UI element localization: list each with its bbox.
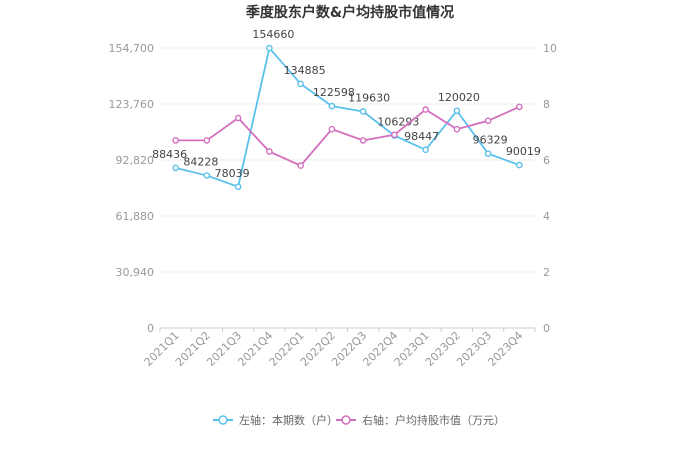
legend-item-label[interactable]: 左轴：本期数（户） (239, 413, 338, 427)
legend[interactable]: 左轴：本期数（户） 右轴：户均持股市值（万元） (213, 413, 505, 427)
left-tick-label: 154,700 (109, 42, 155, 55)
data-point[interactable] (266, 44, 273, 52)
left-tick-label: 0 (147, 322, 154, 335)
series-line-1 (175, 105, 520, 167)
data-label: 98447 (404, 130, 439, 143)
data-label: 106293 (377, 116, 419, 129)
data-label: 78039 (215, 167, 250, 180)
left-axis-ticks: 0 30,940 61,880 92,820 123,760 154,700 (109, 42, 155, 335)
left-tick-label: 92,820 (116, 154, 155, 167)
data-point[interactable] (328, 125, 336, 133)
data-point[interactable] (172, 137, 179, 144)
legend-item-label[interactable]: 右轴：户均持股市值（万元） (362, 413, 505, 427)
data-point[interactable] (328, 102, 336, 110)
data-label: 122598 (313, 86, 355, 99)
series-line-0 (175, 46, 520, 188)
left-tick-label: 123,760 (109, 98, 155, 111)
data-point[interactable] (203, 137, 211, 144)
legend-marker (218, 415, 228, 425)
data-point[interactable] (297, 162, 304, 169)
chart-title: 季度股东户数&户均持股市值情况 (245, 4, 454, 21)
data-point[interactable] (297, 80, 304, 88)
data-point[interactable] (516, 161, 523, 169)
data-label: 88436 (152, 148, 187, 161)
right-tick-label: 0 (543, 322, 550, 335)
data-label: 134885 (284, 64, 326, 77)
data-point[interactable] (484, 150, 492, 157)
data-point[interactable] (391, 131, 398, 139)
data-point[interactable] (234, 183, 242, 191)
left-tick-label: 30,940 (116, 266, 155, 279)
data-point[interactable] (359, 108, 367, 115)
right-tick-label: 8 (543, 98, 550, 111)
data-label: 96329 (473, 134, 508, 147)
data-label: 90019 (506, 145, 541, 158)
data-point[interactable] (484, 117, 492, 125)
right-axis-ticks: 0 2 4 6 8 10 (543, 42, 557, 335)
data-point[interactable] (266, 148, 273, 155)
x-axis-ticks: 2021Q12021Q22021Q32021Q42022Q12022Q22022… (142, 328, 536, 369)
data-point[interactable] (203, 172, 211, 179)
data-point[interactable] (453, 125, 461, 133)
data-point[interactable] (516, 103, 523, 111)
data-label: 120020 (438, 91, 480, 104)
right-tick-label: 4 (543, 210, 550, 223)
right-tick-label: 2 (543, 266, 550, 279)
data-point[interactable] (234, 114, 242, 122)
data-label: 154660 (252, 28, 294, 41)
data-point[interactable] (422, 146, 429, 154)
right-tick-label: 6 (543, 154, 550, 167)
left-tick-label: 61,880 (116, 210, 155, 223)
data-point[interactable] (453, 107, 461, 115)
x-tick-label: 2023Q4 (485, 329, 525, 369)
legend-marker (341, 415, 351, 425)
data-point[interactable] (422, 106, 429, 113)
data-point[interactable] (359, 137, 367, 144)
data-label: 119630 (348, 91, 390, 104)
right-tick-label: 10 (543, 42, 557, 55)
data-point[interactable] (172, 164, 179, 172)
data-label: 84228 (183, 156, 218, 169)
